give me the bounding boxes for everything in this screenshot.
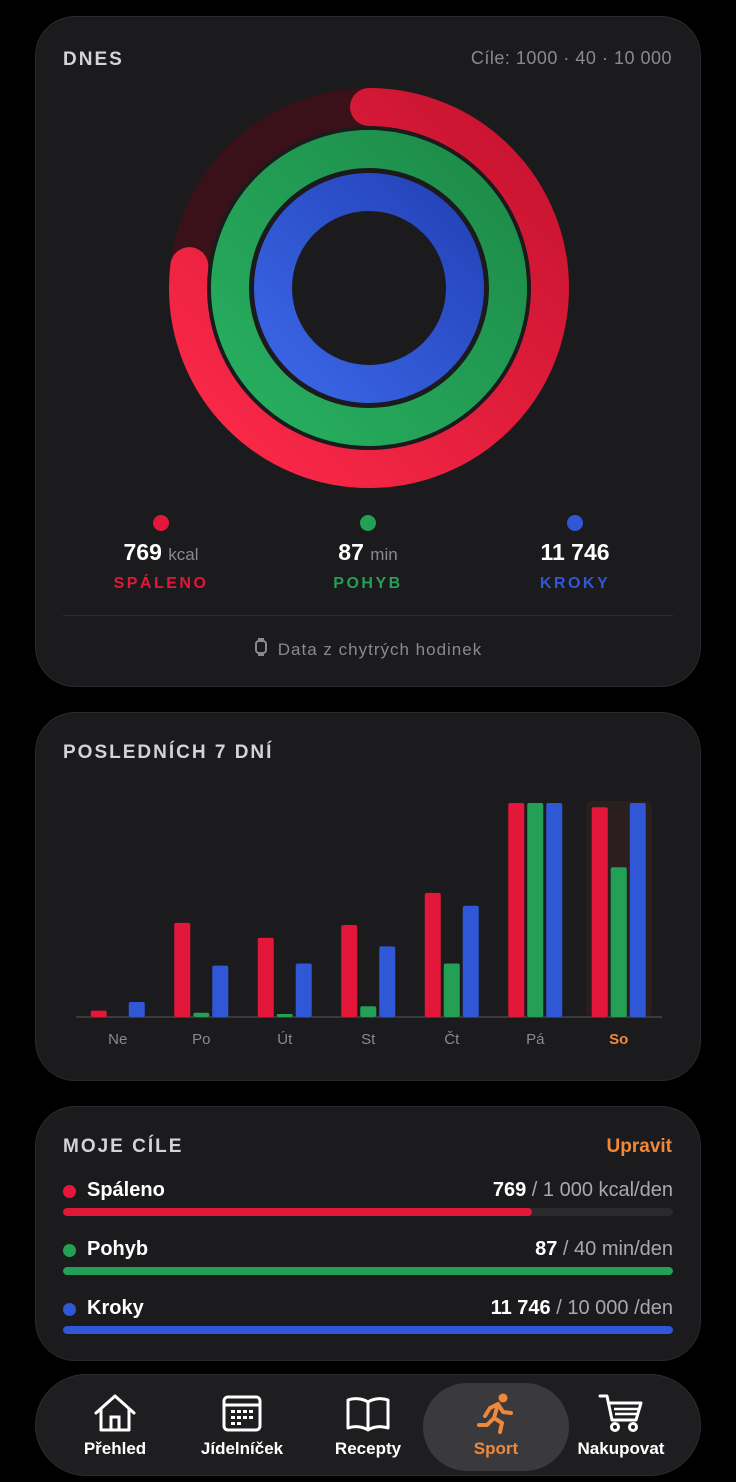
nav-label: Jídelníček <box>200 1439 284 1458</box>
goals-title: MOJE CÍLE <box>63 1136 184 1157</box>
data-source-text: Data z chytrých hodinek <box>277 640 483 659</box>
bar-pohyb-St <box>360 1006 377 1017</box>
bar-spáleno-Čt <box>424 892 441 1017</box>
calories-dot <box>153 515 169 531</box>
goal-row-move: Pohyb 87 / 40 min/den <box>63 1238 673 1288</box>
goal-value: 769 / 1 000 kcal/den <box>492 1179 673 1201</box>
bar-pohyb-Pá <box>527 803 544 1017</box>
goal-progress-track <box>63 1267 673 1275</box>
running-icon <box>423 1391 569 1435</box>
goal-progress-fill <box>63 1208 533 1216</box>
move-ring <box>211 130 527 446</box>
bar-spáleno-Út <box>257 937 274 1017</box>
week-chart: Ne Po Út St Čt Pá So <box>76 801 662 1048</box>
goal-name: Pohyb <box>87 1238 149 1260</box>
goal-row-calories: Spáleno 769 / 1 000 kcal/den <box>63 1179 673 1229</box>
book-icon <box>295 1391 441 1435</box>
bar-kroky-Po <box>212 965 229 1017</box>
calories-unit: kcal <box>168 545 199 564</box>
calories-dot <box>63 1185 76 1198</box>
move-dot <box>360 515 376 531</box>
x-tick-label: Pá <box>526 1031 545 1048</box>
move-unit: min <box>370 545 398 564</box>
goal-name: Kroky <box>87 1297 144 1319</box>
move-dot <box>63 1244 76 1257</box>
bottom-nav: Přehled Jídelníček Recepty Sport Nakupov… <box>35 1374 701 1476</box>
calories-ring <box>169 88 569 488</box>
goal-progress-fill <box>63 1267 673 1275</box>
bar-kroky-Pá <box>546 803 563 1017</box>
steps-ring <box>254 173 484 403</box>
steps-dot <box>63 1303 76 1316</box>
nav-label: Přehled <box>83 1439 147 1458</box>
calendar-icon <box>169 1391 315 1435</box>
nav-label: Recepty <box>334 1439 402 1458</box>
bar-spáleno-So <box>591 807 608 1017</box>
bar-pohyb-So <box>610 867 627 1017</box>
move-label: POHYB <box>333 575 403 592</box>
goal-name: Spáleno <box>87 1179 165 1201</box>
week-card: POSLEDNÍCH 7 DNÍ Ne Po Út St Čt Pá So <box>35 712 701 1081</box>
nav-item-meal-plan[interactable]: Jídelníček <box>169 1383 315 1471</box>
x-tick-label: Ne <box>108 1031 127 1048</box>
bar-pohyb-Út <box>276 1014 293 1017</box>
nav-label: Nakupovat <box>577 1439 665 1458</box>
week-title: POSLEDNÍCH 7 DNÍ <box>63 742 274 763</box>
bar-kroky-Út <box>295 963 312 1017</box>
goal-value: 87 / 40 min/den <box>535 1238 673 1260</box>
edit-goals-button[interactable]: Upravit <box>606 1136 672 1157</box>
cart-icon <box>548 1391 694 1435</box>
x-tick-label: So <box>609 1031 628 1048</box>
nav-item-shopping[interactable]: Nakupovat <box>548 1383 694 1471</box>
home-icon <box>42 1391 188 1435</box>
goal-progress-fill <box>63 1326 673 1334</box>
calories-stat: 769 kcal SPÁLENO <box>61 515 261 593</box>
nav-item-overview[interactable]: Přehled <box>42 1383 188 1471</box>
watch-icon <box>254 637 268 662</box>
bar-kroky-Ne <box>128 1002 145 1017</box>
goal-progress-track <box>63 1326 673 1334</box>
bar-pohyb-Po <box>193 1012 210 1017</box>
x-tick-label: Čt <box>444 1031 460 1048</box>
steps-value: 11 746 <box>540 539 610 565</box>
goals-summary: Cíle: 1000 · 40 · 10 000 <box>470 48 672 68</box>
bar-spáleno-St <box>341 924 358 1017</box>
data-source: Data z chytrých hodinek <box>36 637 700 662</box>
goals-card: MOJE CÍLE Upravit Spáleno 769 / 1 000 kc… <box>35 1106 701 1361</box>
goal-row-steps: Kroky 11 746 / 10 000 /den <box>63 1297 673 1347</box>
nav-item-sport[interactable]: Sport <box>423 1383 569 1471</box>
bar-spáleno-Ne <box>90 1010 107 1017</box>
goal-progress-track <box>63 1208 673 1216</box>
calories-value: 769 <box>123 539 162 565</box>
move-stat: 87 min POHYB <box>268 515 468 593</box>
steps-label: KROKY <box>539 575 611 592</box>
steps-stat: 11 746 KROKY <box>475 515 675 593</box>
nav-label: Sport <box>473 1439 519 1458</box>
bar-spáleno-Po <box>174 922 191 1017</box>
today-title: DNES <box>63 49 124 70</box>
x-tick-label: St <box>361 1031 376 1048</box>
activity-rings <box>169 88 569 488</box>
bar-spáleno-Pá <box>508 803 525 1017</box>
x-tick-label: Út <box>277 1031 293 1048</box>
calories-label: SPÁLENO <box>113 575 209 592</box>
nav-item-recipes[interactable]: Recepty <box>295 1383 441 1471</box>
bar-pohyb-Čt <box>443 963 460 1017</box>
move-value: 87 <box>338 539 364 565</box>
bar-kroky-So <box>629 803 646 1017</box>
bar-kroky-Čt <box>462 905 479 1017</box>
goal-value: 11 746 / 10 000 /den <box>490 1297 673 1319</box>
bar-kroky-St <box>379 946 396 1017</box>
steps-dot <box>567 515 583 531</box>
divider <box>63 615 673 616</box>
today-card: DNES Cíle: 1000 · 40 · 10 000 769 kcal S… <box>35 16 701 687</box>
x-tick-label: Po <box>192 1031 210 1048</box>
